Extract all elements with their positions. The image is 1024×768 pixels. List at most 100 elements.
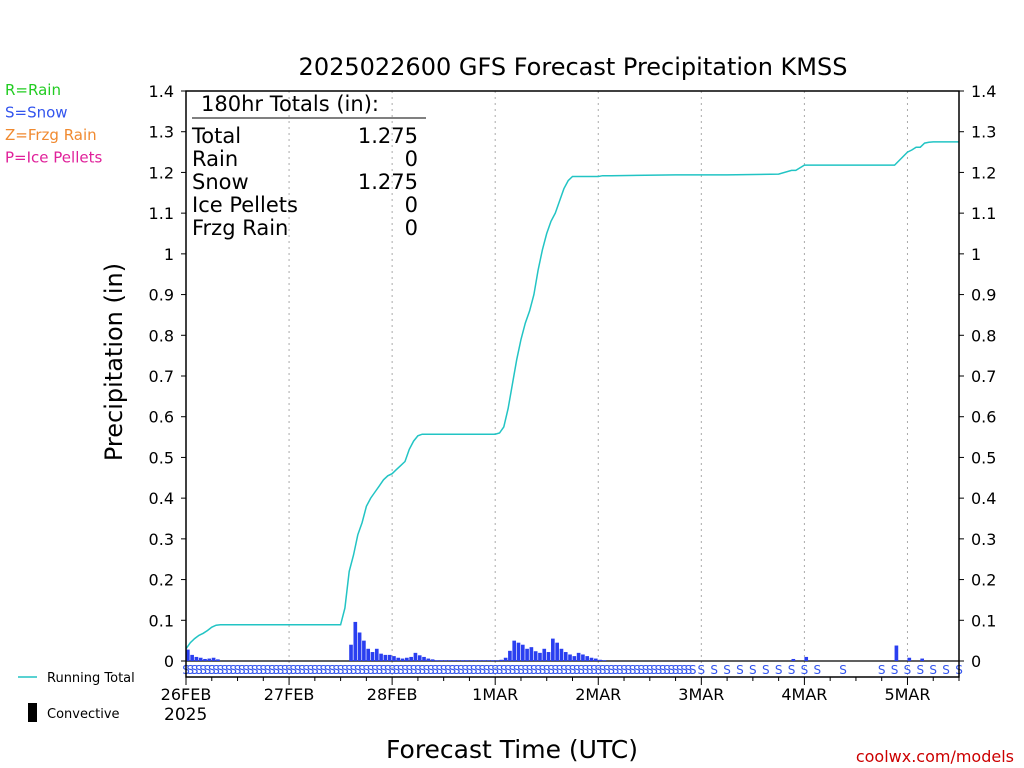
snow-mark: S [509, 663, 517, 677]
snow-mark: S [358, 663, 366, 677]
snow-mark: S [637, 663, 645, 677]
snow-mark: S [298, 663, 306, 677]
y-tick-label: 1.2 [149, 163, 174, 182]
snow-mark: S [788, 663, 796, 677]
convective-bar [194, 656, 199, 661]
convective-bar [576, 652, 581, 661]
totals-row-label: Snow [192, 170, 249, 194]
convective-bar [495, 660, 499, 661]
convective-bar [478, 660, 482, 661]
y-tick-label-right: 1.3 [971, 123, 996, 142]
snow-mark: S [234, 663, 242, 677]
x-tick-label: 28FEB [367, 685, 418, 704]
precip-type-legend: R=Rain S=Snow Z=Frzg Rain P=Ice Pellets [5, 81, 102, 167]
snow-mark: S [629, 663, 637, 677]
convective-bar [400, 658, 405, 661]
snow-mark: S [186, 663, 194, 677]
snow-mark: S [710, 663, 718, 677]
x-axis-ticks: 26FEB 27FEB 28FEB 1MAR 2MAR 3MAR 4MAR 5MAR [161, 677, 960, 704]
snow-mark: S [655, 663, 663, 677]
convective-bar [426, 658, 431, 661]
snow-mark: S [942, 663, 950, 677]
convective-bar [499, 659, 504, 661]
snow-mark: S [315, 663, 323, 677]
y-tick-label-right: 0.4 [971, 489, 996, 508]
y-axis-ticks: 0 00.1 0.10.2 0.20.3 0.30.4 0.40.5 0.50.6 0.60.… [149, 82, 997, 671]
snow-mark: S [607, 663, 615, 677]
running-total-line [185, 141, 959, 650]
totals-row-label: Ice Pellets [192, 193, 298, 217]
snow-mark: S [530, 663, 538, 677]
convective-bar [216, 659, 220, 661]
snow-mark: S [891, 663, 899, 677]
snow-mark: S [470, 663, 478, 677]
convective-bar [409, 656, 413, 661]
snow-mark: S [667, 663, 675, 677]
snow-mark: S [650, 663, 658, 677]
totals-row-value: 0 [405, 147, 418, 171]
snow-mark: S [521, 663, 529, 677]
convective-bar [581, 654, 585, 661]
snow-mark: S [573, 663, 581, 677]
snow-mark: S [212, 663, 220, 677]
snow-mark: S [453, 663, 461, 677]
snow-mark: S [229, 663, 237, 677]
snow-mark: S [320, 663, 328, 677]
snow-mark: S [534, 663, 542, 677]
convective-bar [920, 658, 925, 661]
snow-mark: S [448, 663, 456, 677]
snow-mark: S [294, 663, 302, 677]
convective-bar [589, 657, 594, 661]
snow-mark: S [371, 663, 379, 677]
snow-mark: S [487, 663, 495, 677]
snow-mark: S [801, 663, 809, 677]
convective-bar [366, 648, 371, 661]
convective-swatch [28, 703, 37, 722]
snow-mark: S [685, 663, 693, 677]
snow-mark: S [590, 663, 598, 677]
convective-bar [551, 638, 555, 661]
y-tick-label: 0 [164, 652, 174, 671]
snow-mark: S [311, 663, 319, 677]
snow-mark: S [483, 663, 491, 677]
convective-bar [430, 659, 435, 661]
y-tick-label-right: 0.8 [971, 326, 996, 345]
credit-text: coolwx.com/models [856, 747, 1014, 766]
snow-mark: S [680, 663, 688, 677]
y-tick-label-right: 0.1 [971, 611, 996, 630]
bottom-legend: Running Total Convective [18, 671, 135, 722]
snow-mark: S [625, 663, 633, 677]
snow-mark: S [423, 663, 431, 677]
snow-mark: S [676, 663, 684, 677]
convective-bar [542, 648, 547, 661]
y-tick-label-right: 0 [971, 652, 981, 671]
precip-type-legend-item: R=Rain [5, 81, 61, 99]
snow-mark: S [762, 663, 770, 677]
y-tick-label-right: 0.9 [971, 286, 996, 305]
snow-mark: S [659, 663, 667, 677]
convective-bar [211, 657, 216, 661]
convective-bar [572, 656, 577, 661]
y-tick-label: 0.9 [149, 286, 174, 305]
snow-mark: S [363, 663, 371, 677]
convective-bar [396, 657, 401, 661]
totals-row-label: Rain [192, 147, 238, 171]
snow-mark: S [251, 663, 259, 677]
convective-bar [190, 654, 194, 661]
convective-bar [473, 660, 478, 661]
totals-row-value: 0 [405, 193, 418, 217]
convective-bar [379, 653, 383, 661]
convective-bar [555, 642, 559, 661]
snow-mark: S [345, 663, 353, 677]
x-axis-label: Forecast Time (UTC) [386, 735, 638, 764]
precip-type-legend-item: S=Snow [5, 104, 68, 122]
snow-mark: S [646, 663, 654, 677]
convective-bar [559, 648, 564, 661]
convective-bar [486, 660, 491, 661]
snow-mark: S [444, 663, 452, 677]
convective-bar [907, 657, 912, 661]
y-tick-label-right: 1.4 [971, 82, 996, 101]
convective-bar [203, 658, 207, 661]
snow-mark: S [775, 663, 783, 677]
convective-bar [405, 657, 409, 661]
